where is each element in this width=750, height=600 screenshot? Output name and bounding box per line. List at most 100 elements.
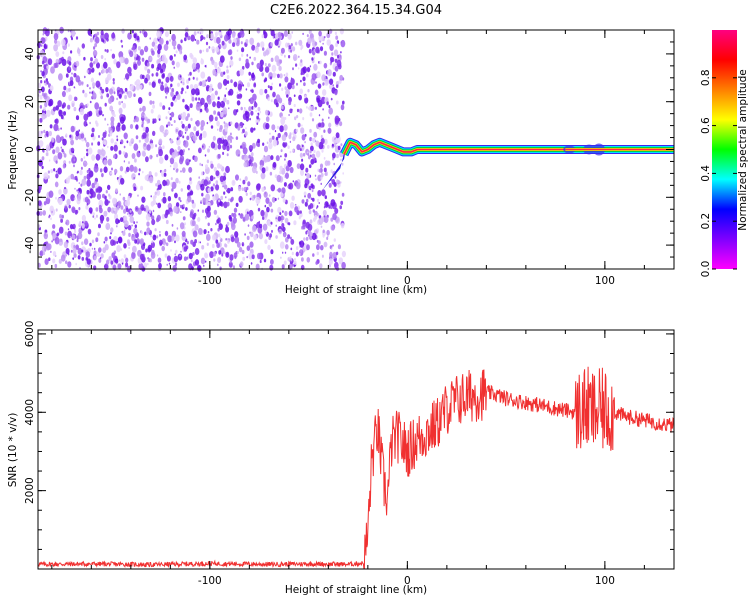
noise-speck xyxy=(63,241,69,249)
noise-speck xyxy=(73,164,75,168)
noise-speck xyxy=(281,87,284,92)
noise-speck xyxy=(131,224,133,227)
noise-speck xyxy=(314,41,318,46)
noise-speck xyxy=(57,152,63,160)
noise-speck xyxy=(292,67,294,71)
noise-speck xyxy=(113,114,116,118)
noise-speck xyxy=(331,143,334,147)
noise-speck xyxy=(150,138,152,141)
noise-speck xyxy=(268,201,273,208)
noise-speck xyxy=(337,54,340,59)
noise-speck xyxy=(189,159,191,163)
noise-speck xyxy=(342,172,345,175)
noise-speck xyxy=(310,232,313,237)
noise-speck xyxy=(103,265,106,268)
noise-speck xyxy=(284,117,287,120)
noise-speck xyxy=(133,176,135,180)
noise-speck xyxy=(144,205,150,213)
noise-speck xyxy=(212,234,216,241)
noise-speck xyxy=(158,118,161,121)
noise-speck xyxy=(328,122,332,128)
noise-speck xyxy=(197,31,199,34)
y-tick-label: 6000 xyxy=(24,321,36,348)
noise-speck xyxy=(211,243,215,249)
noise-speck xyxy=(259,110,262,114)
noise-speck xyxy=(335,42,338,47)
noise-speck xyxy=(68,204,71,209)
noise-speck xyxy=(50,250,52,253)
noise-speck xyxy=(217,203,220,208)
noise-speck xyxy=(121,28,125,34)
noise-speck xyxy=(72,234,76,240)
noise-speck xyxy=(115,218,120,225)
noise-speck xyxy=(49,124,53,129)
noise-speck xyxy=(108,193,111,197)
noise-speck xyxy=(194,239,198,244)
noise-speck xyxy=(150,235,152,238)
noise-speck xyxy=(326,39,331,46)
noise-speck xyxy=(143,262,148,268)
noise-speck xyxy=(212,195,216,202)
noise-speck xyxy=(260,41,265,48)
noise-speck xyxy=(271,64,277,72)
noise-speck xyxy=(205,107,209,113)
noise-speck xyxy=(279,230,281,233)
noise-speck xyxy=(65,177,70,184)
noise-speck xyxy=(259,59,264,67)
noise-speck xyxy=(188,148,190,151)
noise-speck xyxy=(287,160,292,167)
noise-speck xyxy=(289,140,292,143)
noise-speck xyxy=(322,82,325,86)
noise-speck xyxy=(233,252,238,259)
noise-speck xyxy=(203,264,205,267)
noise-speck xyxy=(246,53,249,57)
noise-speck xyxy=(228,107,230,110)
noise-speck xyxy=(234,236,240,244)
noise-speck xyxy=(91,154,96,161)
noise-speck xyxy=(282,251,284,254)
noise-speck xyxy=(300,127,305,134)
noise-speck xyxy=(190,239,194,245)
noise-speck xyxy=(164,154,169,161)
noise-speck xyxy=(117,263,122,270)
noise-speck xyxy=(323,167,327,173)
noise-speck xyxy=(89,37,93,43)
noise-speck xyxy=(139,30,142,34)
noise-speck xyxy=(191,266,194,271)
noise-speck xyxy=(169,116,172,121)
noise-speck xyxy=(221,141,223,145)
noise-speck xyxy=(326,32,331,39)
noise-speck xyxy=(86,148,88,152)
noise-speck xyxy=(169,86,171,90)
noise-speck xyxy=(110,171,113,175)
noise-speck xyxy=(131,173,136,181)
noise-speck xyxy=(205,164,208,169)
noise-speck xyxy=(259,88,264,96)
noise-speck xyxy=(245,127,247,130)
noise-speck xyxy=(180,120,183,125)
noise-speck xyxy=(57,167,62,175)
noise-speck xyxy=(239,178,242,181)
noise-speck xyxy=(138,139,141,143)
noise-speck xyxy=(157,49,161,55)
noise-speck xyxy=(270,29,275,37)
noise-speck xyxy=(265,197,270,204)
noise-speck xyxy=(327,69,332,77)
noise-speck xyxy=(91,142,94,146)
noise-speck xyxy=(53,168,56,172)
noise-speck xyxy=(40,70,42,73)
noise-speck xyxy=(116,225,118,228)
noise-speck xyxy=(241,131,243,134)
noise-speck xyxy=(261,187,265,192)
noise-speck xyxy=(248,98,251,102)
noise-speck xyxy=(193,212,197,217)
noise-speck xyxy=(92,212,95,216)
noise-speck xyxy=(311,138,314,142)
noise-speck xyxy=(87,228,92,235)
noise-speck xyxy=(321,149,324,153)
noise-speck xyxy=(77,190,79,193)
noise-speck xyxy=(290,78,295,86)
noise-speck xyxy=(269,132,271,135)
noise-speck xyxy=(201,245,205,250)
noise-speck xyxy=(341,162,344,166)
